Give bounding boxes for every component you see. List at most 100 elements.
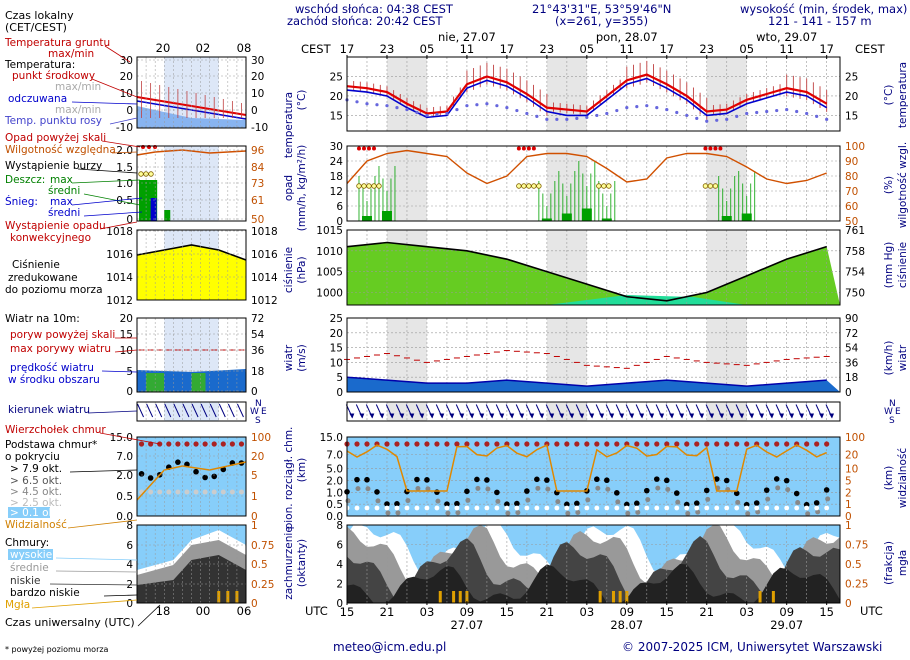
axis-wind-r: (km/h): [883, 341, 895, 376]
dew-point-dot: [795, 109, 799, 114]
dew-point-dot: [445, 111, 449, 116]
cloud-base-dot: [364, 476, 370, 483]
cloud-base-dot-low: [394, 505, 400, 511]
utc-label-right: UTC: [860, 604, 883, 618]
local-tick-label: 11: [460, 42, 475, 56]
left-local-tick: 02: [196, 41, 211, 55]
axis-cov-r2: mgła: [897, 550, 909, 576]
cloud-top-dot: [574, 441, 580, 447]
dew-point-dot: [525, 111, 529, 116]
local-time-label: Czas lokalny: [5, 9, 74, 22]
axis-wind-lu: (m/s): [296, 344, 308, 371]
cloud-base-dot: [763, 487, 770, 493]
legend-clouds-vlow: bardzo niskie: [10, 587, 80, 599]
compass-letter: S: [889, 416, 895, 426]
footer-email[interactable]: meteo@icm.edu.pl: [333, 640, 446, 654]
dew-point-dot: [695, 116, 699, 120]
cloud-base-dot: [494, 489, 500, 496]
ytick-temp-l: 20: [330, 91, 343, 103]
ytick-wind-r: 0: [845, 387, 852, 399]
dew-point-dot: [535, 114, 539, 118]
legend-wind-speed: prędkość wiatru: [10, 362, 94, 374]
cloud-base-dot-mid: [755, 509, 761, 515]
cloud-base-dot-low: [824, 505, 830, 511]
legend-wind-speed2: w środku obszaru: [8, 374, 100, 386]
ytick-cloud-r: 5: [845, 475, 852, 487]
storm-marker: [702, 183, 709, 189]
left-wind-arrow: [200, 403, 208, 418]
ytick-precip-l: 0: [336, 216, 343, 228]
cloud-top-dot: [634, 441, 640, 447]
legend-humidity: Wilgotność względna: [5, 144, 116, 156]
wind-arrowhead: [729, 413, 735, 419]
left-ytick-l: -10: [116, 122, 133, 134]
cloud-base-dot-low: [744, 505, 750, 511]
cloud-base-dot-low: [724, 505, 730, 511]
ytick-cov-r: 0: [845, 598, 852, 610]
height-values: 121 - 141 - 157 m: [768, 14, 872, 28]
rain-mean-bar: [541, 218, 552, 221]
ytick-wind-r: 90: [845, 313, 858, 325]
dew-point-dot: [685, 113, 689, 118]
cloud-top-dot: [744, 441, 750, 447]
cloud-base-dot-low: [654, 505, 660, 511]
cloud-top-dot: [454, 441, 460, 447]
storm-marker: [536, 183, 542, 189]
dew-point-dot: [765, 109, 769, 114]
cloud-top-dot: [594, 441, 600, 447]
cloud-base-dot-low: [354, 505, 360, 511]
wind-arrowhead: [629, 413, 635, 419]
legend-storm: Wystąpienie burzy: [5, 160, 102, 172]
dew-point-dot: [625, 106, 629, 110]
left-wind-arrow: [164, 403, 172, 418]
ytick-cloud-r: 100: [845, 432, 865, 444]
cloud-base-dot: [414, 476, 420, 483]
ytick-cloud-r: 10: [845, 464, 858, 476]
local-tick-label: 23: [380, 42, 395, 56]
legend-okt-3: > 2.5 okt.: [10, 497, 62, 509]
ytick-wind-l: 10: [330, 357, 343, 369]
left-cloud-base-low: [157, 489, 163, 495]
cloud-low-area: [347, 536, 840, 603]
cloud-top-dot: [514, 441, 520, 447]
cloud-base-dot-mid: [475, 485, 481, 491]
dew-point-dot: [595, 113, 599, 118]
wind-arrowhead: [799, 413, 805, 419]
compass-letter: E: [261, 407, 267, 417]
legend-connector: [87, 410, 138, 414]
utc-tick-label: 09: [460, 605, 475, 619]
axis-temp-l: temperatura: [283, 92, 295, 158]
left-ytick-l: 0: [126, 105, 133, 117]
ytick-precip-r: 60: [845, 201, 858, 213]
cloud-base-dot-mid: [355, 486, 361, 492]
dew-point-dot: [565, 117, 569, 121]
left-local-tick: 08: [237, 41, 252, 55]
above-scale-marker: [713, 146, 718, 151]
cloud-base-dot-low: [494, 505, 500, 511]
dew-point-dot: [355, 100, 359, 104]
legend-okt-4-bg: [8, 507, 50, 518]
ytick-cloud-l: 2.0: [326, 475, 343, 487]
cloud-top-dot: [354, 441, 360, 447]
storm-marker: [531, 183, 537, 189]
temp-series-line-1: [346, 77, 828, 119]
above-scale-marker: [531, 146, 536, 151]
cloud-base-dot-mid: [505, 510, 511, 516]
left-cloud-base-dot: [202, 474, 208, 481]
compass-letter: S: [255, 416, 261, 426]
left-cloud-base-low: [211, 489, 217, 495]
cloud-base-dot: [504, 501, 510, 508]
cloud-base-dot-low: [574, 505, 580, 511]
local-tick-label: 05: [739, 42, 754, 56]
above-scale-marker: [521, 146, 526, 151]
above-scale-marker: [526, 146, 531, 151]
left-ytick-l: 2.0: [116, 145, 133, 157]
cloud-top-dot: [534, 441, 540, 447]
above-scale-marker: [703, 146, 708, 151]
legend-clouds-title: Chmury:: [5, 537, 49, 549]
legend-conv2: konwekcyjnego: [10, 232, 91, 244]
wind-arrowhead: [749, 413, 755, 419]
left-cloud-base-dot: [138, 471, 145, 477]
wind-speed-line: [346, 376, 827, 387]
left-cloud-base-dot: [193, 468, 199, 475]
